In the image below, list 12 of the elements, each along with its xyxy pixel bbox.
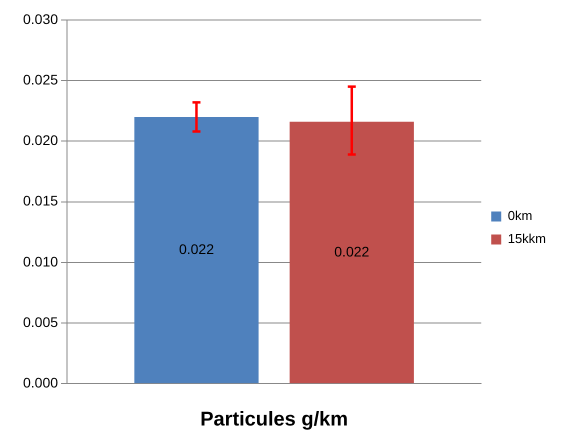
y-tick-label: 0.005 [22,314,58,330]
y-tick-label: 0.010 [22,253,58,270]
data-label: 0.022 [334,243,370,260]
y-tick-label: 0.025 [22,71,58,88]
data-label: 0.022 [178,240,214,257]
legend-label: 0km [508,208,532,224]
y-tick-label: 0.020 [22,132,58,148]
y-tick-label: 0.015 [22,192,58,209]
y-tick-label: 0.030 [22,10,58,27]
legend-label: 15kkm [508,231,546,246]
x-axis-title: Particules g/km [200,408,348,431]
y-tick-label: 0.000 [22,374,58,390]
